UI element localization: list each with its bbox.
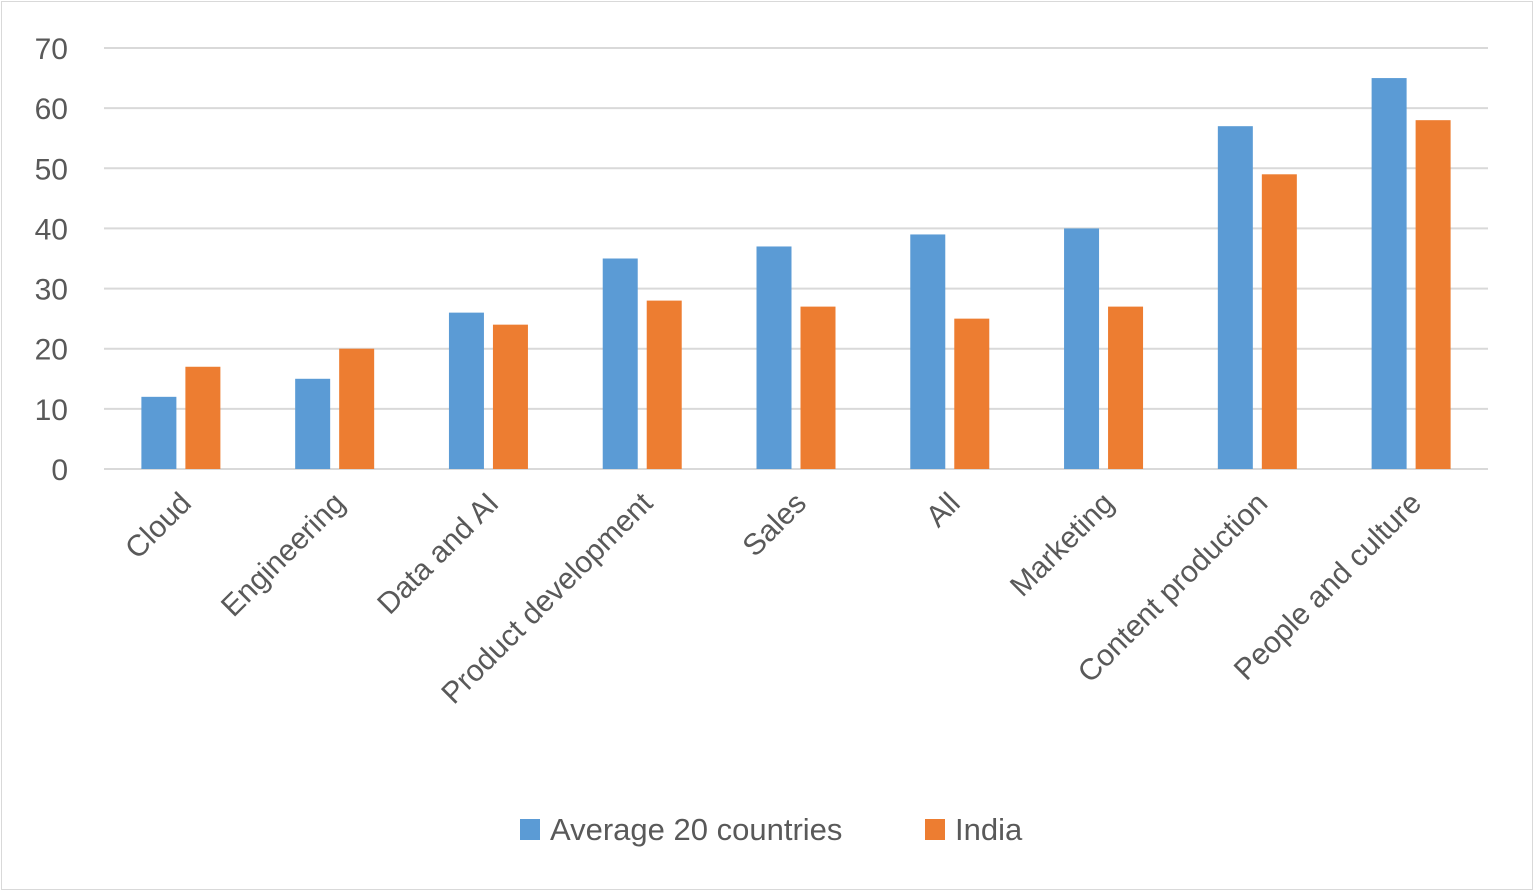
- x-tick-label: Data and AI: [371, 487, 505, 621]
- legend-item: Average 20 countries: [520, 812, 842, 847]
- bar-average: [602, 258, 638, 469]
- bar-average: [1064, 228, 1100, 469]
- bar-india: [492, 324, 528, 469]
- gridlines: [104, 47, 1488, 470]
- bar-india: [954, 318, 990, 469]
- bar-india: [339, 348, 375, 469]
- y-tick-label: 50: [35, 153, 68, 186]
- bar-india: [1261, 174, 1297, 470]
- y-tick-label: 10: [35, 394, 68, 427]
- legend-item: India: [925, 812, 1023, 847]
- y-tick-label: 40: [35, 213, 68, 246]
- legend-label: Average 20 countries: [550, 812, 842, 847]
- legend-swatch: [520, 819, 540, 840]
- y-tick-label: 70: [35, 33, 68, 66]
- bar-average: [1371, 78, 1407, 470]
- bar-india: [646, 300, 682, 469]
- bar-average: [1217, 126, 1253, 469]
- bar-india: [185, 366, 221, 469]
- x-tick-label: Marketing: [1004, 487, 1120, 603]
- bar-india: [1415, 120, 1451, 470]
- bar-india: [800, 306, 836, 469]
- y-tick-label: 60: [35, 93, 68, 126]
- x-tick-label: All: [920, 487, 967, 534]
- x-tick-label: Engineering: [215, 487, 352, 624]
- legend-label: India: [955, 812, 1023, 847]
- y-tick-label: 30: [35, 274, 68, 307]
- legend-swatch: [925, 819, 945, 840]
- bar-average: [756, 246, 792, 469]
- bar-average: [910, 234, 946, 469]
- x-tick-label: Cloud: [119, 487, 198, 566]
- y-tick-label: 20: [35, 334, 68, 367]
- x-tick-label: Sales: [737, 487, 813, 563]
- bar-average: [448, 312, 484, 469]
- y-tick-label: 0: [51, 454, 68, 487]
- bar-india: [1108, 306, 1144, 469]
- bar-average: [295, 378, 331, 469]
- y-axis-ticks: 0 10 20 30 40 50 60 70: [35, 33, 68, 487]
- bar-average: [141, 396, 177, 469]
- legend: Average 20 countries India: [520, 812, 1023, 847]
- bars: [141, 78, 1451, 470]
